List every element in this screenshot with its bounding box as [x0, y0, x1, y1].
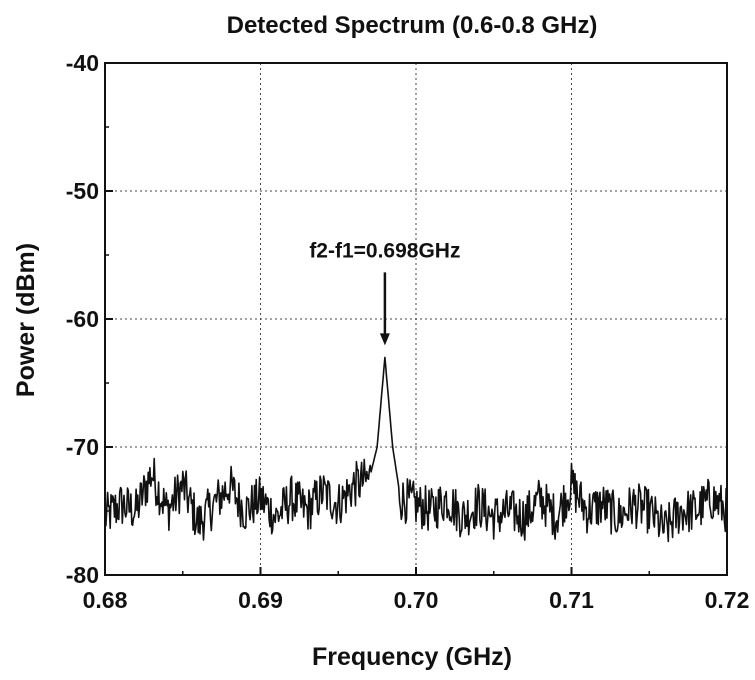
x-tick-label: 0.68	[83, 587, 128, 613]
annotation-arrow-head	[379, 333, 390, 346]
x-tick-label: 0.69	[238, 587, 283, 613]
annotation-label: f2-f1=0.698GHz	[309, 239, 460, 262]
x-tick-label: 0.72	[705, 587, 750, 613]
plot-frame	[104, 62, 728, 576]
y-tick-label: -50	[66, 178, 99, 204]
x-tick-label: 0.71	[549, 587, 594, 613]
x-axis-title: Frequency (GHz)	[312, 643, 512, 671]
y-tick-label: -40	[66, 50, 99, 76]
series-group	[104, 356, 728, 543]
y-axis-title: Power (dBm)	[12, 243, 40, 397]
spectrum-trace	[104, 356, 728, 543]
chart-title: Detected Spectrum (0.6-0.8 GHz)	[227, 12, 598, 39]
axis-ticks: 0.68 0.69 0.70 0.71 0.72 -80 -70 -60 -50 -40	[66, 50, 750, 613]
y-tick-label: -80	[66, 562, 99, 588]
annotation-group: f2-f1=0.698GHz	[309, 239, 460, 346]
x-tick-label: 0.70	[394, 587, 439, 613]
y-tick-label: -70	[66, 434, 99, 460]
y-tick-label: -60	[66, 306, 99, 332]
